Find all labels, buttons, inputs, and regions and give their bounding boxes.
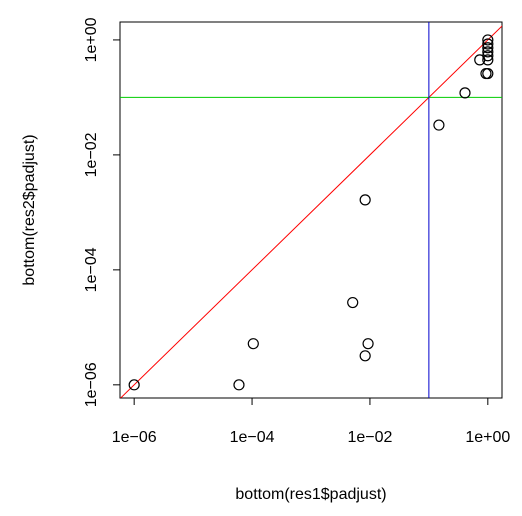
point <box>482 46 494 58</box>
x-tick-label: 1e−04 <box>230 429 275 446</box>
point <box>347 296 359 309</box>
point <box>482 54 494 66</box>
point <box>233 379 245 391</box>
diagonal-line <box>120 25 502 398</box>
point <box>482 38 494 50</box>
plot-box <box>119 21 503 399</box>
point <box>482 67 494 80</box>
point <box>482 50 494 62</box>
point <box>359 194 371 206</box>
y-axis-label: bottom(res2$padjust) <box>21 134 38 285</box>
y-tick-label: 1e−02 <box>83 132 100 177</box>
point <box>433 119 445 131</box>
point <box>459 87 471 99</box>
point <box>482 34 494 46</box>
point <box>362 338 374 350</box>
x-tick-label: 1e−06 <box>112 429 157 446</box>
point <box>247 338 259 350</box>
y-tick-label: 1e+00 <box>83 17 100 62</box>
point <box>128 379 140 391</box>
x-tick-label: 1e+00 <box>465 429 510 446</box>
point <box>482 42 494 54</box>
x-axis-label: bottom(res1$padjust) <box>235 486 386 503</box>
x-tick-label: 1e−02 <box>347 429 392 446</box>
y-tick-label: 1e−06 <box>83 362 100 407</box>
y-tick-label: 1e−04 <box>83 247 100 292</box>
point <box>359 350 371 362</box>
